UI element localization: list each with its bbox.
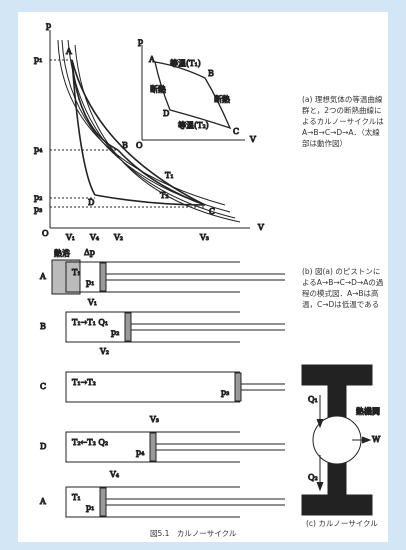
- isotherm-label: T₂: [160, 191, 169, 200]
- piston: [100, 488, 106, 516]
- isotherm-label: T₁: [165, 171, 174, 180]
- state-label: T₁→T₂: [72, 378, 96, 387]
- page: {"graph":{"y_axis":"p","x_axis":"V","ori…: [0, 0, 406, 550]
- point-label: C: [233, 127, 239, 136]
- state-label: p₁: [86, 503, 94, 512]
- point-label: D: [163, 109, 169, 118]
- x-label: V₁: [65, 233, 75, 242]
- stage-label: D: [40, 442, 46, 451]
- y-label: p₁: [34, 55, 42, 64]
- bath-label: 熱浴: [54, 248, 70, 258]
- y-label: p₂: [34, 193, 42, 202]
- piston: [125, 313, 131, 341]
- y-label: p₄: [34, 145, 42, 154]
- point-label: C: [209, 207, 215, 216]
- x-label: V₃: [199, 233, 209, 242]
- piston: [100, 263, 106, 291]
- point-label: B: [208, 69, 214, 78]
- x-label: V₂: [113, 233, 123, 242]
- point-label: B: [122, 141, 128, 150]
- state-label: p₁: [86, 278, 94, 287]
- stage-label: B: [40, 322, 46, 331]
- heat-in: Q₁: [308, 395, 318, 404]
- caption: (a) 理想気体の等温曲線群と，2つの断熱曲線によるカルノーサイクルはA→B→C…: [302, 94, 384, 149]
- stroke-label: V₃: [149, 415, 159, 424]
- state-label: T₂←T₂ Q₂: [72, 438, 108, 447]
- edge-label: 断熱: [150, 84, 166, 94]
- state-label: T₁: [72, 268, 81, 277]
- stroke-label: V₄: [109, 470, 119, 479]
- axis-label: p: [46, 21, 51, 30]
- axis-label: V: [257, 223, 264, 232]
- state-label: T₁: [72, 493, 81, 502]
- heat-out: Q₂: [308, 473, 318, 482]
- origin: O: [136, 141, 143, 150]
- edge-label: 等温(T₂): [178, 120, 209, 130]
- y-label: p₃: [34, 205, 42, 214]
- stage-label: C: [40, 382, 46, 391]
- stroke-label: V₁: [87, 298, 97, 307]
- state-label: p₄: [136, 448, 144, 457]
- stroke-label: Δp: [84, 248, 95, 257]
- point-label: A: [65, 47, 72, 56]
- piston: [235, 373, 241, 401]
- caption: (b) 図(a) のピストンによるA→B→C→D→Aの過程の模式図．A→Bは高温…: [302, 266, 384, 310]
- piston: [150, 433, 156, 461]
- x-label: V₄: [89, 233, 99, 242]
- edge-label: 断熱: [214, 94, 230, 104]
- work: W: [372, 435, 381, 444]
- point-label: A: [148, 55, 155, 64]
- stroke-label: V₂: [99, 347, 109, 356]
- caption: (c) カルノーサイクル: [306, 518, 378, 529]
- origin: O: [42, 229, 49, 238]
- edge-label: 等温(T₁): [170, 58, 201, 68]
- point-label: D: [88, 198, 94, 207]
- axis-label: p: [138, 37, 143, 46]
- state-label: p₂: [111, 328, 119, 337]
- state-label: p₃: [221, 388, 229, 397]
- axis-label: V: [249, 135, 256, 144]
- state-label: T₁→T₁ Q₁: [72, 318, 108, 327]
- stage-label: A: [39, 272, 46, 281]
- stage-label: A: [39, 497, 46, 506]
- engine-label: 熱機関: [356, 406, 380, 416]
- figure-caption: 図5.1 カルノーサイクル: [150, 528, 236, 539]
